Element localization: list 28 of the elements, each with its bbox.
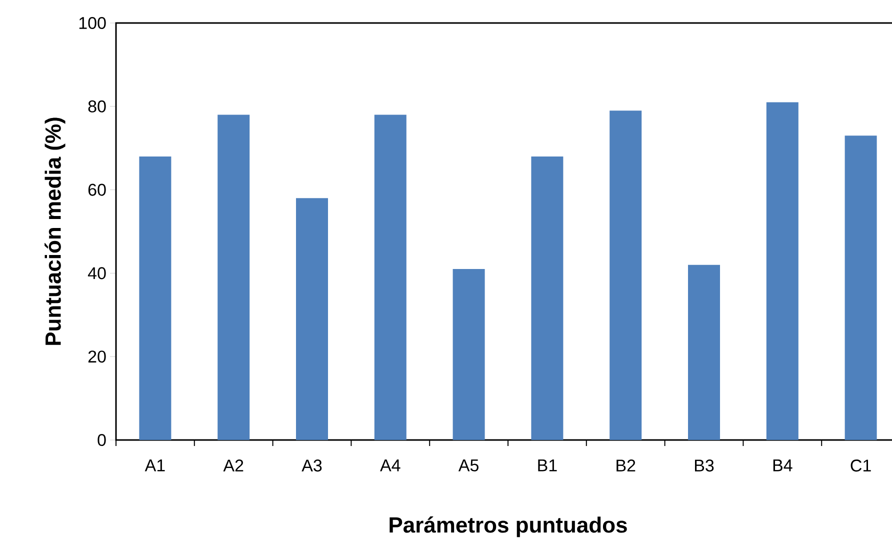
x-tick-label: C1 bbox=[850, 460, 871, 472]
x-tick-label: B4 bbox=[773, 460, 792, 472]
x-tick-label: A3 bbox=[302, 460, 322, 472]
bar bbox=[844, 136, 877, 440]
y-axis-title: Puntuación media (%) bbox=[44, 118, 66, 345]
x-tick-label: A2 bbox=[223, 460, 244, 472]
bar bbox=[296, 198, 328, 440]
x-tick-label: B3 bbox=[695, 460, 714, 472]
x-tick-label: A1 bbox=[144, 460, 165, 472]
y-tick-label: 60 bbox=[88, 184, 106, 196]
x-axis-title: Parámetros puntuados bbox=[390, 516, 627, 538]
bar bbox=[610, 110, 642, 440]
bar bbox=[452, 269, 485, 440]
bar bbox=[374, 114, 406, 440]
x-tick-label: A5 bbox=[458, 460, 478, 472]
y-tick-label: 0 bbox=[98, 434, 106, 446]
y-tick-label: 20 bbox=[88, 350, 106, 363]
bar bbox=[139, 156, 172, 440]
bar bbox=[766, 102, 798, 440]
x-tick-label: B1 bbox=[538, 460, 557, 472]
bar bbox=[531, 156, 564, 440]
y-tick-label: 100 bbox=[79, 16, 106, 30]
bar bbox=[688, 264, 720, 440]
y-tick-label: 80 bbox=[88, 100, 106, 112]
x-tick-label: B2 bbox=[616, 460, 636, 472]
y-tick-label: 40 bbox=[88, 267, 106, 280]
x-tick-label: A4 bbox=[380, 460, 400, 472]
bar bbox=[218, 114, 250, 440]
